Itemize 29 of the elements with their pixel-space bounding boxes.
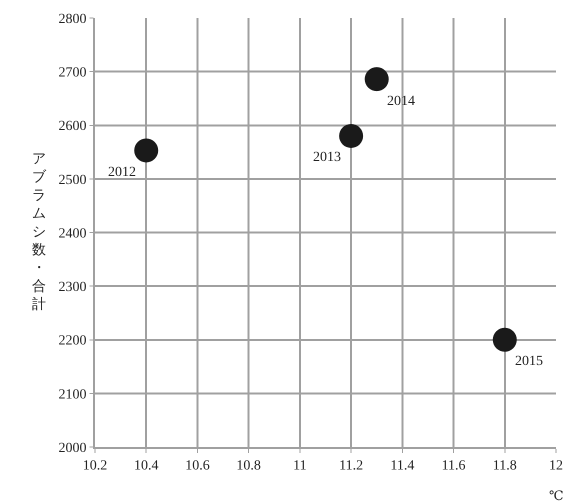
point <box>492 328 517 352</box>
point <box>339 124 364 148</box>
x-tick-label: 11.2 <box>339 458 364 474</box>
y-tick-label: 2100 <box>58 387 86 402</box>
y-tick-label: 2300 <box>58 280 86 296</box>
x-tick-label: 12 <box>549 458 563 474</box>
x-tick-label: 10.6 <box>185 458 210 474</box>
y-tick-label: 2400 <box>58 226 86 242</box>
y-tick-label: 2600 <box>58 119 86 134</box>
annotation: 2015 <box>515 354 543 369</box>
y-tick-label: 2200 <box>58 334 86 349</box>
x-tick-label: 11.8 <box>492 458 517 474</box>
annotation: 2014 <box>387 94 415 109</box>
point <box>364 67 389 92</box>
x-tick-label: 10.8 <box>236 458 261 474</box>
y-tick-label: 2800 <box>58 12 86 27</box>
x-tick-label: 11.6 <box>442 458 466 474</box>
x-tick-label: 10.4 <box>134 458 158 474</box>
x-axis-title: ℃ <box>549 488 564 502</box>
y-tick-label: 2000 <box>58 440 86 456</box>
x-tick-label: 10.2 <box>82 458 108 474</box>
y-tick-label: 2500 <box>58 172 86 188</box>
point <box>134 138 158 162</box>
text: アブラムシ数・合計 <box>32 152 46 313</box>
annotation: 2012 <box>108 165 136 180</box>
x-tick-label: 11 <box>293 458 307 474</box>
y-tick-label: 2700 <box>58 66 86 81</box>
annotation: 2013 <box>313 150 341 165</box>
x-tick-label: 11.4 <box>390 458 414 474</box>
